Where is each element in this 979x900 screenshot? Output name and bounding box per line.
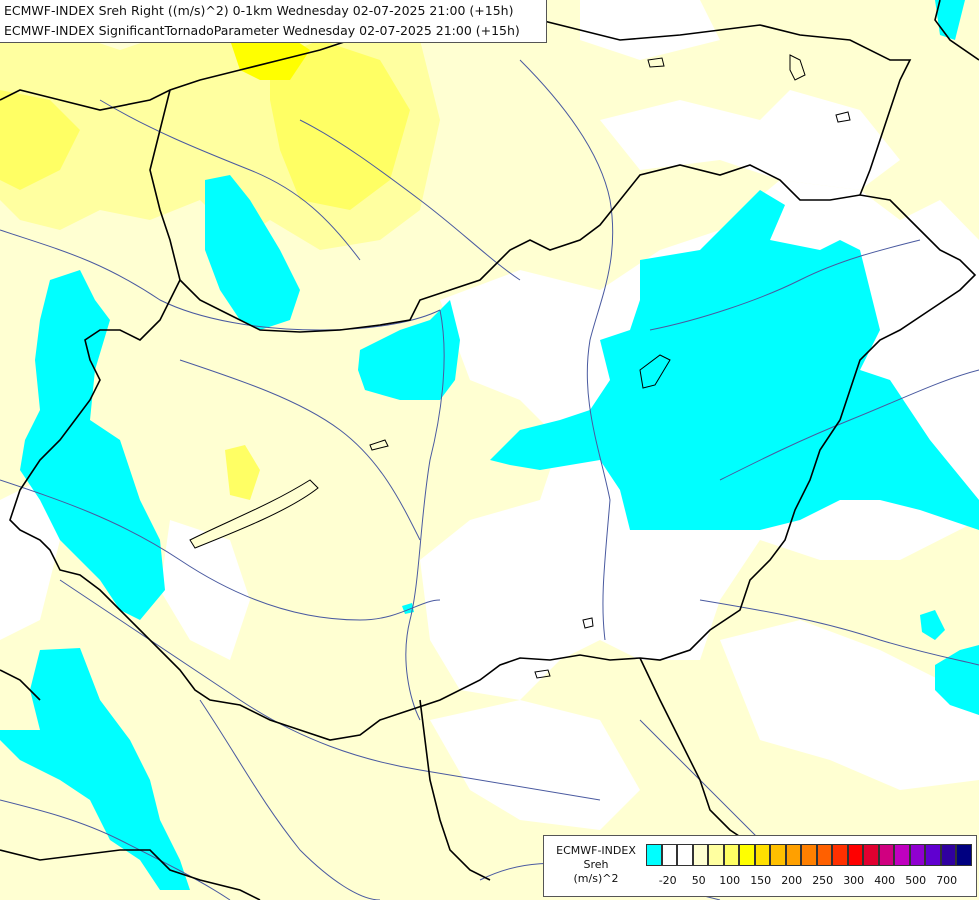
legend-tick-label: 250 bbox=[812, 874, 834, 887]
legend-swatch bbox=[801, 844, 817, 866]
legend-swatch bbox=[739, 844, 755, 866]
legend-swatch bbox=[723, 844, 739, 866]
legend-title-line-2: Sreh bbox=[583, 858, 609, 871]
legend-swatch bbox=[847, 844, 863, 866]
yellow-regions bbox=[0, 20, 440, 500]
legend-tick-label: 400 bbox=[874, 874, 896, 887]
map-title: ECMWF-INDEX Sreh Right ((m/s)^2) 0-1km W… bbox=[0, 0, 547, 43]
legend-title-line-3: (m/s)^2 bbox=[573, 872, 619, 885]
legend-swatch bbox=[878, 844, 894, 866]
legend-swatch bbox=[661, 844, 677, 866]
legend-swatch bbox=[646, 844, 662, 866]
title-line-1: ECMWF-INDEX Sreh Right ((m/s)^2) 0-1km W… bbox=[4, 3, 514, 18]
legend-tick-label: 200 bbox=[781, 874, 803, 887]
legend-swatch bbox=[832, 844, 848, 866]
small-features bbox=[534, 54, 851, 679]
legend-swatch bbox=[940, 844, 956, 866]
legend-swatch bbox=[677, 844, 693, 866]
legend-tick-label: -20 bbox=[658, 874, 677, 887]
rivers bbox=[0, 59, 979, 900]
legend-swatches bbox=[646, 844, 972, 866]
legend-swatch bbox=[754, 844, 770, 866]
legend-tick-label: 150 bbox=[750, 874, 772, 887]
legend-tick-label: 700 bbox=[936, 874, 958, 887]
legend-tick-label: 50 bbox=[691, 874, 706, 887]
legend-tick-label: 100 bbox=[719, 874, 741, 887]
legend-swatch bbox=[816, 844, 832, 866]
legend-tick-labels: -20 50 100 150 200 250 300 400 500 700 bbox=[646, 874, 976, 890]
lake-balaton bbox=[189, 479, 319, 549]
legend-swatch bbox=[909, 844, 925, 866]
legend-swatch bbox=[863, 844, 879, 866]
legend-swatch bbox=[894, 844, 910, 866]
color-legend: ECMWF-INDEX Sreh (m/s)^2 -20 50 100 150 200 2… bbox=[543, 835, 977, 897]
legend-swatch bbox=[956, 844, 972, 866]
title-line-2: ECMWF-INDEX SignificantTornadoParameter … bbox=[4, 23, 520, 38]
legend-swatch bbox=[708, 844, 724, 866]
small-lake bbox=[369, 439, 389, 451]
legend-swatch bbox=[785, 844, 801, 866]
legend-swatch bbox=[770, 844, 786, 866]
legend-tick-label: 500 bbox=[905, 874, 927, 887]
legend-swatch bbox=[925, 844, 941, 866]
legend-title-line-1: ECMWF-INDEX bbox=[556, 844, 636, 857]
legend-tick-label: 300 bbox=[843, 874, 865, 887]
legend-title: ECMWF-INDEX Sreh (m/s)^2 bbox=[548, 844, 644, 886]
legend-swatch bbox=[692, 844, 708, 866]
